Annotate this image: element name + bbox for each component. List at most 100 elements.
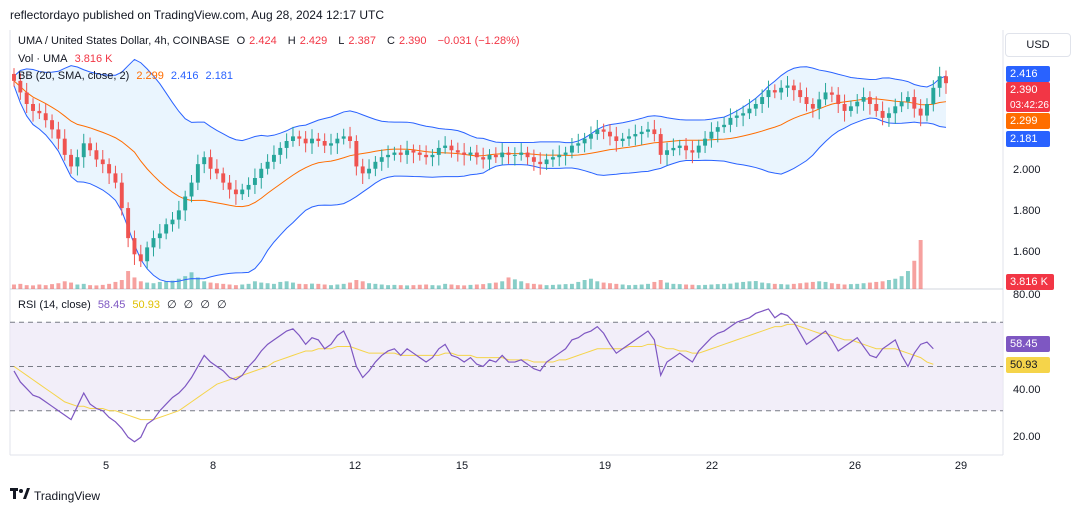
volume-bar [284,281,289,289]
candle-body [753,104,758,109]
candle-body [126,208,131,239]
candle-body [709,131,714,139]
volume-bar [56,283,61,289]
bb-label[interactable]: BB (20, SMA, close, 2) [18,70,130,82]
volume-bar [291,282,295,289]
candle-body [772,90,777,93]
change-value: −0.031 (−1.28%) [437,35,520,47]
volume-bar [474,284,479,289]
volume-bar [538,284,543,289]
volume-bar [785,284,790,289]
volume-bar [550,284,555,289]
rsi-extra-3: ∅ [200,299,210,311]
currency-button[interactable]: USD [1005,33,1071,57]
volume-bar [386,285,391,289]
volume-bar [848,284,853,289]
candle-body [741,113,746,116]
volume-bar [798,283,803,289]
rsi-label[interactable]: RSI (14, close) [18,299,91,311]
candle-body [918,108,923,116]
candle-body [100,159,105,165]
candle-body [627,136,631,139]
volume-bar [696,285,701,289]
volume-bar [722,283,727,289]
volume-bar [563,284,568,289]
candle-body [665,150,669,155]
candle-body [608,131,612,137]
volume-bar [899,276,904,289]
bb-upper-value: 2.416 [170,70,199,82]
rsi-extra-4: ∅ [216,299,227,311]
candle-body [785,85,790,88]
volume-bar [760,282,765,289]
rsi-extra-1: ∅ [167,299,177,311]
volume-bar [240,284,245,289]
candle-body [905,97,910,102]
rsi-line [13,308,934,443]
volume-bar [886,280,891,289]
candle-body [329,143,333,146]
candle-body [227,182,232,190]
bb-legend: BB (20, SMA, close, 2) 2.299 2.416 2.181 [18,70,237,82]
volume-bar [88,285,93,289]
volume-bar [525,283,530,289]
price-tick-1600: 1.600 [1013,246,1041,258]
volume-bar [836,283,841,289]
volume-bar [62,281,67,289]
volume-bar [449,284,454,289]
candle-body [652,129,657,135]
volume-bar [867,282,872,289]
bb-mid-tag: 2.299 [1006,113,1050,129]
volume-bar [646,283,650,289]
volume-bar [310,283,314,289]
candle-body [265,161,270,169]
candle-body [519,152,524,155]
candle-body [481,157,486,160]
candle-body [886,113,891,118]
candle-body [138,254,143,262]
volume-bar [81,283,86,289]
volume-bar [709,284,714,289]
volume-bar [918,240,923,289]
volume-bar [176,278,181,289]
volume-bar [804,282,809,289]
volume-bar [18,283,23,289]
tradingview-brand[interactable]: TradingView [10,488,100,503]
candle-body [531,157,536,162]
bb-upper-tag: 2.416 [1006,66,1050,82]
high-label: H [287,35,296,47]
volume-bar [595,281,600,289]
time-label-22: 22 [705,460,719,472]
candle-body [354,141,359,167]
volume-bar [322,284,327,289]
rsi-ma-value: 50.93 [132,299,160,311]
candle-body [671,147,676,151]
volume-bar [506,277,511,289]
volume-bar [747,281,752,289]
volume-bar [512,279,517,289]
candle-body [525,152,530,158]
candle-body [538,161,543,165]
candle-body [335,138,340,144]
rsi-zone [10,321,1003,412]
candle-body [31,104,35,111]
volume-bar [157,281,162,289]
rsi-tick-80: 80.00 [1013,289,1041,301]
candle-body [367,168,372,174]
candle-body [316,138,321,141]
volume-bar [588,278,593,289]
candle-body [633,134,638,137]
candle-body [208,157,213,169]
candle-body [37,110,42,114]
candle-body [487,154,492,160]
open-value: 2.424 [249,35,277,47]
symbol-name[interactable]: UMA / United States Dollar, 4h, COINBASE [18,35,230,47]
candle-body [836,94,841,104]
volume-bar [417,284,422,289]
bb-mid-value: 2.299 [136,70,164,82]
candle-body [176,210,181,220]
volume-label[interactable]: Vol · UMA [18,53,68,65]
candle-body [417,152,422,155]
volume-bar [468,284,473,289]
